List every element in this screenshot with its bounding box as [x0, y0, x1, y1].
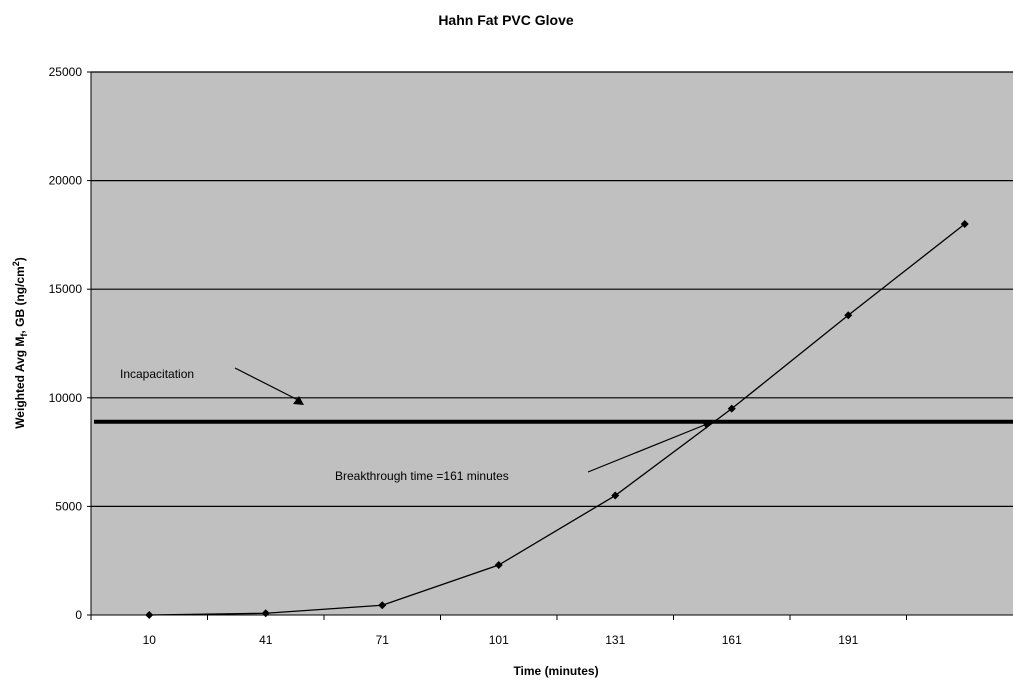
x-tick-label-2: 71 — [376, 633, 390, 647]
y-tick-label-3: 15000 — [49, 282, 83, 296]
incapacitation-annotation: Incapacitation — [120, 367, 194, 381]
y-tick-label-1: 5000 — [55, 499, 82, 513]
chart-title: Hahn Fat PVC Glove — [438, 12, 574, 28]
data-point-3 — [494, 561, 503, 570]
y-axis-label-mid: , GB (ng/cm — [13, 266, 27, 333]
data-point-5 — [727, 404, 736, 413]
axes — [87, 71, 1013, 620]
data-point-1 — [261, 609, 270, 618]
plot-area — [91, 72, 1013, 615]
y-axis-label-sup: 2 — [11, 261, 21, 266]
x-tick-label-6: 191 — [838, 633, 858, 647]
y-tick-label-5: 25000 — [49, 65, 83, 79]
y-tick-label-4: 20000 — [49, 174, 83, 188]
tick-labels: 0 5000 10000 15000 20000 25000 10 41 71 101 131 161… — [49, 65, 859, 647]
annotations: Incapacitation Breakthrough time =161 min… — [120, 367, 713, 483]
breakthrough-annotation: Breakthrough time =161 minutes — [335, 469, 509, 483]
breakthrough-arrowhead — [703, 421, 713, 429]
x-tick-label-4: 131 — [605, 633, 625, 647]
series — [94, 220, 1013, 619]
breakthrough-arrow — [587, 423, 708, 473]
data-point-6 — [844, 311, 853, 320]
incapacitation-arrow — [234, 367, 299, 401]
x-axis-label: Time (minutes) — [513, 664, 598, 678]
y-axis-label-sub: f — [19, 333, 29, 337]
x-tick-label-1: 41 — [259, 633, 273, 647]
x-tick-label-0: 10 — [143, 633, 157, 647]
data-point-2 — [378, 601, 387, 610]
data-point-7 — [960, 220, 969, 229]
grid-lines — [91, 71, 1013, 507]
data-point-4 — [611, 491, 620, 500]
y-axis-label: Weighted Avg Mf, GB (ng/cm2) — [11, 257, 29, 429]
data-point-0 — [145, 611, 154, 619]
y-tick-label-0: 0 — [75, 608, 82, 622]
x-tick-label-5: 161 — [722, 633, 742, 647]
series-line-0 — [149, 223, 966, 616]
y-axis-label-end: ) — [13, 257, 27, 261]
y-tick-label-2: 10000 — [49, 391, 83, 405]
x-tick-label-3: 101 — [489, 633, 509, 647]
y-axis-label-main: Weighted Avg M — [13, 337, 27, 429]
incapacitation-arrowhead — [293, 396, 304, 405]
